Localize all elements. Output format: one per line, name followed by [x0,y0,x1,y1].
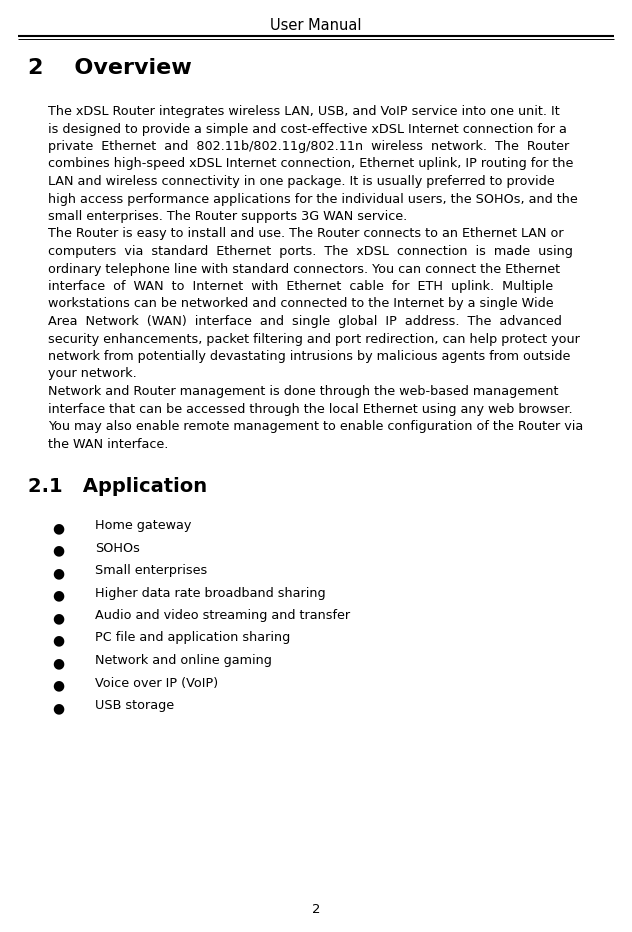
Text: User Manual: User Manual [270,18,362,33]
Text: interface  of  WAN  to  Internet  with  Ethernet  cable  for  ETH  uplink.  Mult: interface of WAN to Internet with Ethern… [48,280,553,293]
Text: Network and Router management is done through the web-based management: Network and Router management is done th… [48,385,559,398]
Text: ●: ● [52,701,64,715]
Text: Area  Network  (WAN)  interface  and  single  global  IP  address.  The  advance: Area Network (WAN) interface and single … [48,315,562,328]
Text: LAN and wireless connectivity in one package. It is usually preferred to provide: LAN and wireless connectivity in one pac… [48,175,555,188]
Text: ordinary telephone line with standard connectors. You can connect the Ethernet: ordinary telephone line with standard co… [48,263,560,276]
Text: ●: ● [52,656,64,670]
Text: combines high-speed xDSL Internet connection, Ethernet uplink, IP routing for th: combines high-speed xDSL Internet connec… [48,158,573,171]
Text: is designed to provide a simple and cost-effective xDSL Internet connection for : is designed to provide a simple and cost… [48,122,567,135]
Text: ●: ● [52,521,64,535]
Text: ●: ● [52,678,64,692]
Text: Voice over IP (VoIP): Voice over IP (VoIP) [95,677,218,690]
Text: high access performance applications for the individual users, the SOHOs, and th: high access performance applications for… [48,193,578,205]
Text: Home gateway: Home gateway [95,519,191,532]
Text: ●: ● [52,588,64,602]
Text: ●: ● [52,543,64,557]
Text: 2.1   Application: 2.1 Application [28,477,207,496]
Text: You may also enable remote management to enable configuration of the Router via: You may also enable remote management to… [48,420,583,433]
Text: Network and online gaming: Network and online gaming [95,654,272,667]
Text: workstations can be networked and connected to the Internet by a single Wide: workstations can be networked and connec… [48,297,554,310]
Text: 2    Overview: 2 Overview [28,58,191,78]
Text: SOHOs: SOHOs [95,541,140,555]
Text: ●: ● [52,634,64,648]
Text: the WAN interface.: the WAN interface. [48,437,168,450]
Text: private  Ethernet  and  802.11b/802.11g/802.11n  wireless  network.  The  Router: private Ethernet and 802.11b/802.11g/802… [48,140,569,153]
Text: Higher data rate broadband sharing: Higher data rate broadband sharing [95,586,325,599]
Text: PC file and application sharing: PC file and application sharing [95,632,290,645]
Text: computers  via  standard  Ethernet  ports.  The  xDSL  connection  is  made  usi: computers via standard Ethernet ports. T… [48,245,573,258]
Text: interface that can be accessed through the local Ethernet using any web browser.: interface that can be accessed through t… [48,403,573,416]
Text: The Router is easy to install and use. The Router connects to an Ethernet LAN or: The Router is easy to install and use. T… [48,227,564,240]
Text: network from potentially devastating intrusions by malicious agents from outside: network from potentially devastating int… [48,350,570,363]
Text: ●: ● [52,566,64,580]
Text: ●: ● [52,611,64,625]
Text: security enhancements, packet filtering and port redirection, can help protect y: security enhancements, packet filtering … [48,333,580,346]
Text: USB storage: USB storage [95,699,174,712]
Text: The xDSL Router integrates wireless LAN, USB, and VoIP service into one unit. It: The xDSL Router integrates wireless LAN,… [48,105,560,118]
Text: your network.: your network. [48,367,137,380]
Text: 2: 2 [312,903,320,916]
Text: Audio and video streaming and transfer: Audio and video streaming and transfer [95,609,350,622]
Text: Small enterprises: Small enterprises [95,564,207,577]
Text: small enterprises. The Router supports 3G WAN service.: small enterprises. The Router supports 3… [48,210,407,223]
